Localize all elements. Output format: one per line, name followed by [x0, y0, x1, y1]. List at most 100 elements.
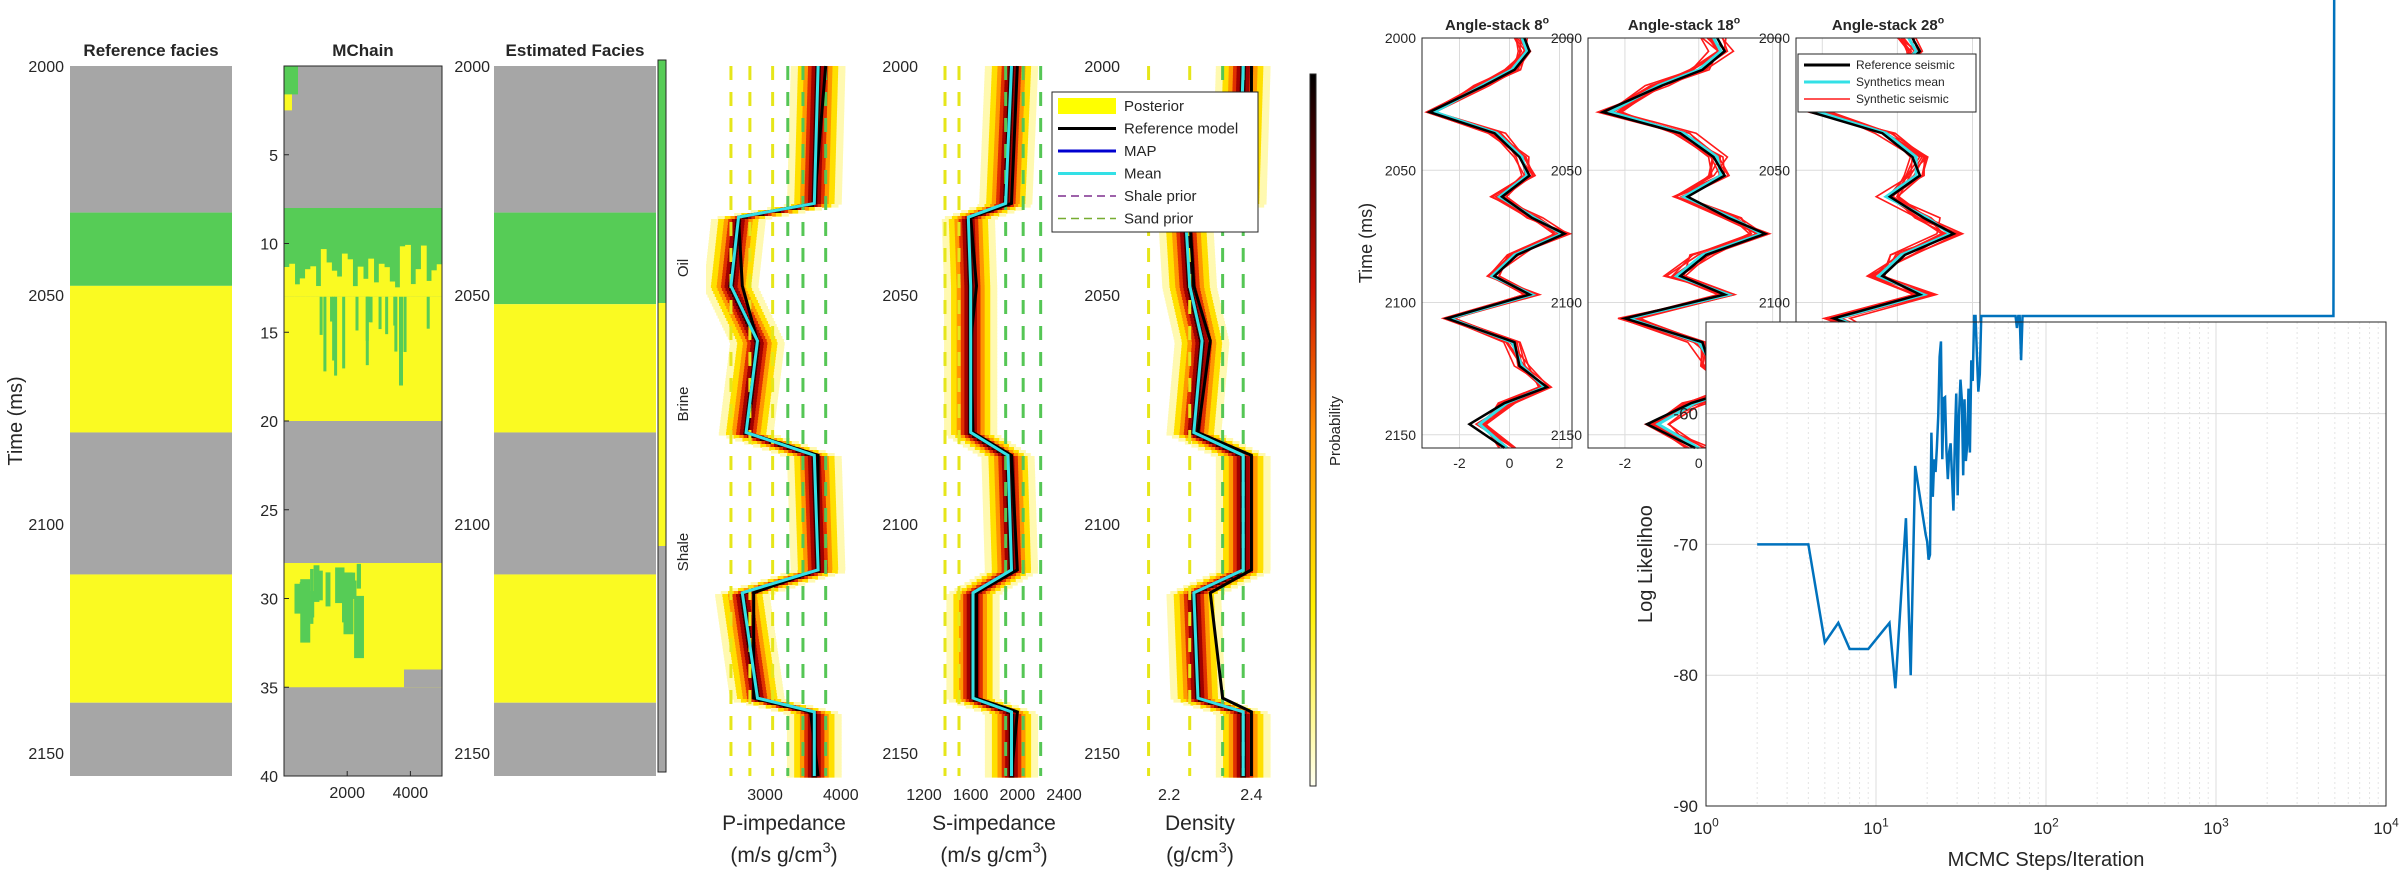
legend-label-3: Mean	[1124, 166, 1162, 183]
mchain-oil-fringe-7	[320, 249, 327, 297]
log-panel-0-xtick-3000: 3000	[747, 787, 783, 804]
likelihood-ytick--90: -90	[1673, 797, 1698, 816]
mchain-oil-fringe-5	[310, 266, 317, 297]
log-panel-0-xlabel-units-main: (m/s g/cm	[730, 844, 822, 867]
log-panel-0-posterior-band	[759, 438, 766, 442]
log-panel-0-posterior-band	[791, 207, 798, 211]
log-panel-1-posterior-band	[991, 447, 998, 451]
log-panel-0-posterior-band	[814, 570, 821, 574]
mchain-oil-fringe-18	[378, 263, 385, 297]
log-panel-1-posterior-band	[972, 699, 979, 703]
estimated-facies-layer-shale-5	[494, 702, 656, 776]
log-panel-0-posterior-band	[758, 213, 765, 217]
mchain-lower-shale-step	[404, 669, 442, 688]
log-panel-1-xtick-1200: 1200	[906, 787, 942, 804]
mchain-brine-oil-streak-14	[394, 296, 398, 352]
seismic-panel-1-ytick-2000: 2000	[1551, 30, 1582, 46]
mchain-brine-oil-streak-15	[426, 296, 430, 329]
log-panel-1-posterior-band	[989, 705, 996, 709]
mchain-oil-fringe-27	[426, 280, 432, 297]
log-panel-2-posterior-band	[1201, 588, 1208, 592]
log-panel-0-xlabel-units: (m/s g/cm3)	[730, 841, 837, 867]
likelihood-xtick-3-sup: 3	[2222, 815, 2229, 829]
facies-time-axis-label: Time (ms)	[5, 376, 27, 465]
mchain-oil-fringe-6	[315, 286, 322, 297]
likelihood-trace	[1757, 0, 2336, 689]
seismic-panel-1-title-sup: o	[1734, 14, 1740, 26]
likelihood-xtick-4-sup: 4	[2392, 815, 2399, 829]
mchain-lower-oil-6	[294, 583, 302, 614]
log-panel-2-xlabel-units-main: (g/cm	[1166, 844, 1219, 867]
log-panel-1-xlabel-units-sup: 3	[1033, 841, 1041, 857]
mchain-ytick-40: 40	[260, 769, 278, 786]
log-panel-2-posterior-band	[1228, 450, 1235, 454]
legend-label-5: Sand prior	[1124, 211, 1193, 228]
facies-panels: Reference facies2000205021002150Estimate…	[5, 41, 656, 776]
likelihood-ytick--70: -70	[1673, 535, 1698, 554]
log-panel-1-xtick-2400: 2400	[1046, 787, 1082, 804]
mchain-lower-oil-0	[325, 572, 331, 607]
likelihood-xtick-0: 100	[1693, 815, 1719, 838]
log-panel-2-xlabel-units-close: )	[1227, 844, 1234, 867]
mchain-lower-oil-10	[343, 586, 354, 635]
mchain-oil-fringe-16	[368, 258, 375, 297]
probability-colorbar: Probability	[1309, 73, 1344, 787]
likelihood-xtick-1-sup: 1	[1882, 815, 1889, 829]
log-panel-1-xlabel: S-impedance	[932, 812, 1056, 835]
log-panel-2-xlabel-units: (g/cm3)	[1166, 841, 1234, 867]
log-panel-1-posterior-band	[1001, 453, 1007, 457]
log-panel-2-posterior-band	[1235, 453, 1242, 457]
mchain-ytick-35: 35	[260, 680, 278, 697]
legend-label-2: MAP	[1124, 143, 1157, 160]
seismic-panel-2-title: Angle-stack 28o	[1832, 14, 1944, 34]
log-panel-0-posterior-band	[750, 435, 757, 439]
likelihood-xtick-2-main: 10	[2033, 819, 2052, 838]
colorbar-label-0: Oil	[675, 259, 692, 277]
log-panel-0-mean-line	[729, 65, 820, 776]
mchain-oil-fringe-25	[415, 269, 422, 297]
mchain-oil-fringe-12	[347, 259, 353, 297]
log-panel-1-posterior-band	[972, 435, 978, 439]
mchain-title: MChain	[332, 41, 393, 60]
seismic-panel-1-ytick-2150: 2150	[1551, 427, 1582, 443]
log-panel-1-xlabel-units: (m/s g/cm3)	[940, 841, 1047, 867]
log-panel-2-posterior-band	[1214, 582, 1220, 586]
log-panel-0-posterior-band	[775, 210, 781, 214]
mchain-oil-fringe-28	[431, 270, 438, 297]
seismic-panel-1-title-main: Angle-stack 18	[1628, 17, 1734, 34]
log-panel-1-xlabel-units-close: )	[1041, 844, 1048, 867]
mchain-lower-oil-4	[316, 570, 323, 601]
likelihood-xtick-4: 104	[2373, 815, 2399, 838]
mchain-ytick-25: 25	[260, 503, 278, 520]
log-panel-1-posterior-band	[981, 702, 987, 706]
likelihood-xtick-4-main: 10	[2373, 819, 2392, 838]
log-panel-0-posterior-band	[795, 450, 802, 454]
seismic-legend-label-0: Reference seismic	[1856, 58, 1955, 72]
seismic-panel-0-ytick-2150: 2150	[1385, 427, 1416, 443]
log-d-ytick-2100: 2100	[1084, 517, 1120, 534]
reference-facies-layer-shale-0	[70, 66, 232, 213]
mchain-oil-fringe-15	[363, 278, 369, 297]
mchain-oil-fringe-14	[357, 266, 364, 297]
colorbar-label-2: Shale	[675, 533, 692, 571]
log-panel-2-posterior-band	[1237, 711, 1244, 715]
seismic-panel-2-title-main: Angle-stack 28	[1832, 17, 1938, 34]
estimated-facies-layer-brine-2	[494, 304, 656, 433]
seismic-panel-0-title: Angle-stack 8o	[1445, 14, 1549, 34]
mchain-oil-fringe-3	[299, 278, 306, 297]
mchain-brine-oil-streak-8	[369, 296, 373, 323]
likelihood-xtick-2-sup: 2	[2052, 815, 2059, 829]
mchain-oil-fringe-13	[352, 286, 359, 297]
mchain-lower-oil-8	[335, 567, 345, 604]
reference-facies-layer-oil-1	[70, 212, 232, 286]
mchain-lower-oil-15	[310, 591, 315, 618]
estimated-facies-ytick-2050: 2050	[454, 288, 490, 305]
reference-facies-layer-shale-5	[70, 702, 232, 776]
mchain-oil-fringe-4	[305, 269, 311, 297]
legend-swatch-0	[1058, 98, 1116, 114]
seismic-panel-0-ytick-2050: 2050	[1385, 162, 1416, 178]
estimated-facies-ytick-2100: 2100	[454, 517, 490, 534]
